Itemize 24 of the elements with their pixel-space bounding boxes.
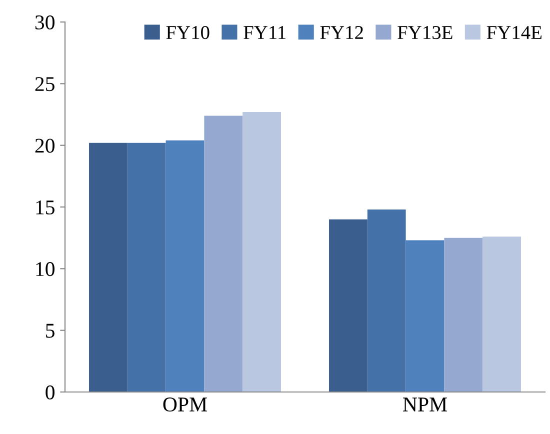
y-tick-label: 10 bbox=[36, 262, 54, 276]
y-tick-label: 0 bbox=[46, 385, 54, 400]
bar bbox=[89, 142, 128, 392]
y-tick-label: 30 bbox=[35, 15, 54, 30]
y-tick-label: 25 bbox=[35, 77, 54, 92]
legend-label: FY13E bbox=[398, 26, 452, 40]
legend-label: FY11 bbox=[244, 26, 286, 39]
bar bbox=[329, 219, 368, 392]
y-tick-label: 15 bbox=[36, 200, 54, 214]
x-tick-label: NPM bbox=[403, 398, 447, 412]
x-tick-label: OPM bbox=[163, 398, 207, 412]
bar bbox=[166, 140, 204, 392]
bar bbox=[482, 236, 521, 392]
bar bbox=[242, 112, 281, 392]
bar bbox=[406, 240, 444, 392]
legend-label: FY10 bbox=[166, 26, 210, 40]
legend-label: FY14E bbox=[486, 26, 542, 39]
bar bbox=[204, 116, 243, 392]
bar bbox=[367, 209, 406, 392]
y-tick-label: 5 bbox=[46, 324, 54, 338]
bar bbox=[127, 142, 166, 392]
bar bbox=[444, 238, 483, 392]
legend-label: FY12 bbox=[320, 26, 363, 39]
y-tick-label: 20 bbox=[35, 138, 54, 153]
